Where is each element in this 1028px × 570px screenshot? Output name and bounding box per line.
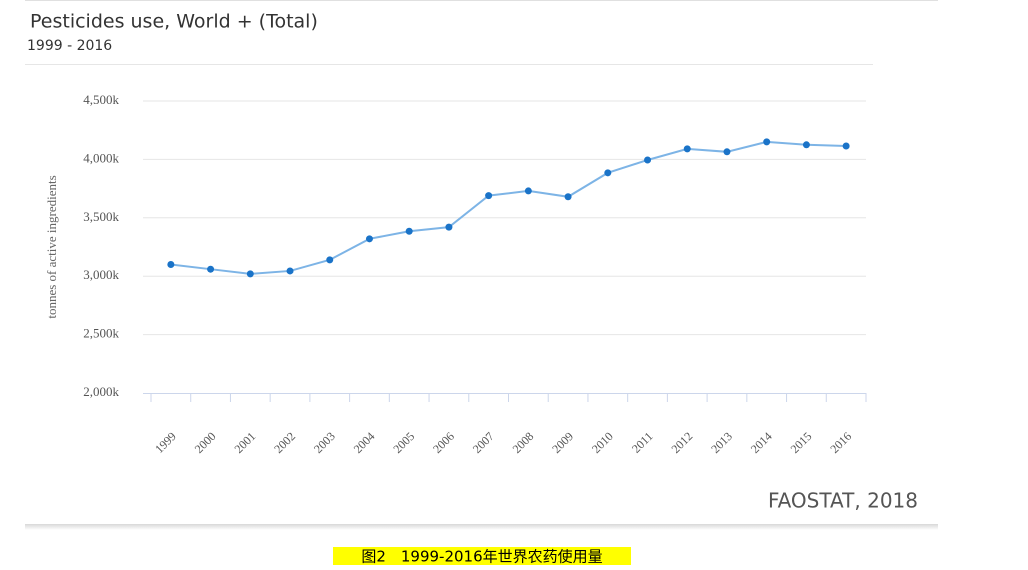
x-tick-label: 2010 xyxy=(589,429,616,456)
x-tick-label: 2004 xyxy=(351,429,378,456)
x-tick-label: 2007 xyxy=(470,429,497,456)
y-tick-label: 2,500k xyxy=(83,326,119,341)
data-point xyxy=(604,169,612,177)
x-tick-label: 2006 xyxy=(430,429,457,456)
data-point xyxy=(445,223,453,231)
data-point xyxy=(842,142,850,150)
caption: 图2 1999-2016年世界农药使用量 xyxy=(361,548,602,566)
data-point xyxy=(286,267,294,275)
x-tick-label: 2005 xyxy=(390,429,417,456)
data-point xyxy=(405,227,413,235)
x-tick-label: 2008 xyxy=(510,429,537,456)
y-tick-label: 2,000k xyxy=(83,384,119,399)
x-tick-label: 2009 xyxy=(549,429,576,456)
x-tick-label: 2001 xyxy=(232,429,259,456)
data-point xyxy=(167,261,175,269)
data-line xyxy=(170,140,847,275)
data-point xyxy=(246,270,254,278)
source: FAOSTAT, 2018 xyxy=(768,489,918,513)
x-tick-label: 2003 xyxy=(311,429,338,456)
y-axis-title: tonnes of active ingredients xyxy=(44,175,59,318)
y-tick-label: 3,500k xyxy=(83,209,119,224)
y-tick-label: 4,000k xyxy=(83,150,119,165)
caption-highlight xyxy=(333,547,631,565)
card-shadow xyxy=(25,524,938,530)
x-tick-label: 2011 xyxy=(629,429,656,456)
data-point xyxy=(723,148,731,156)
data-point xyxy=(326,256,334,264)
y-tick-label: 4,500k xyxy=(83,92,119,107)
x-tick-label: 2016 xyxy=(827,429,854,456)
chart-subtitle: 1999 - 2016 xyxy=(27,38,112,54)
data-point xyxy=(644,156,652,164)
data-point xyxy=(365,235,373,243)
data-point xyxy=(683,145,691,153)
y-tick-label: 3,000k xyxy=(83,267,119,282)
data-point xyxy=(524,187,532,195)
chart-title: Pesticides use, World + (Total) xyxy=(30,11,318,33)
data-point xyxy=(763,138,771,146)
x-tick-label: 2013 xyxy=(708,429,735,456)
x-tick-label: 2012 xyxy=(668,429,695,456)
x-tick-label: 2000 xyxy=(192,429,219,456)
x-tick-label: 2014 xyxy=(748,429,775,456)
data-point xyxy=(207,265,215,273)
x-tick-label: 2002 xyxy=(271,429,298,456)
data-point xyxy=(802,141,810,149)
x-tick-label: 1999 xyxy=(152,429,179,456)
data-point xyxy=(564,193,572,201)
x-tick-label: 2015 xyxy=(788,429,815,456)
data-point xyxy=(485,192,493,200)
